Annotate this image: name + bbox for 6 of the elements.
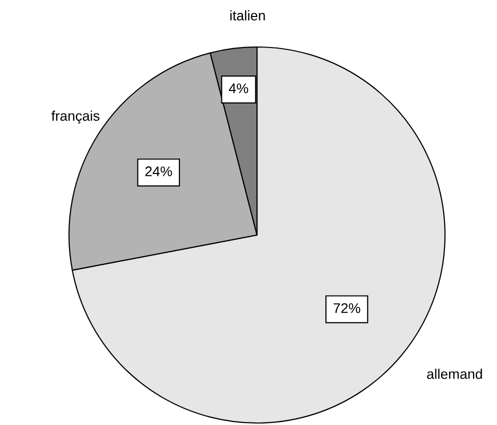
data-label: 24% (145, 166, 172, 176)
data-label: 4% (228, 83, 248, 94)
slice-label: français (51, 110, 100, 124)
data-label: 72% (334, 303, 360, 313)
slice-label: italien (230, 10, 265, 21)
slice-label: allemand (427, 368, 482, 379)
